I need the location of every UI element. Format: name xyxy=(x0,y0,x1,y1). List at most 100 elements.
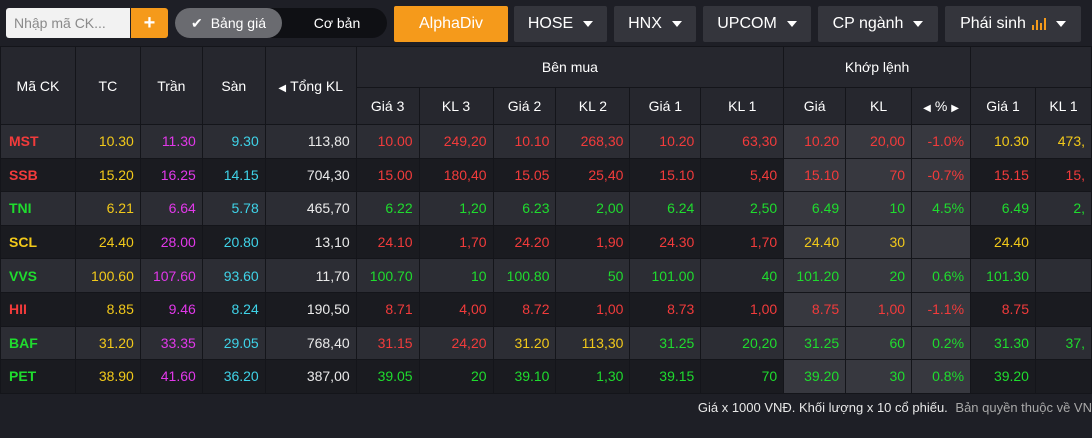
cell-symbol[interactable]: MST xyxy=(0,124,76,159)
cell-price1: 31.25 xyxy=(629,325,702,361)
col-header-floor: Sàn xyxy=(201,46,266,125)
cell-vol2: 268,30 xyxy=(555,124,631,159)
tab-cp-nganh[interactable]: CP ngành xyxy=(818,6,938,42)
cell-symbol[interactable]: SCL xyxy=(0,224,76,260)
cell-symbol[interactable]: HII xyxy=(0,291,76,327)
caret-right-icon[interactable]: ▶ xyxy=(951,103,959,114)
cell-match-price: 39.20 xyxy=(783,359,847,394)
cell-symbol[interactable]: VVS xyxy=(0,258,76,293)
cell-price3: 15.00 xyxy=(355,157,420,193)
cell-total-vol: 704,30 xyxy=(264,157,357,193)
group-header-sell xyxy=(970,46,1092,88)
col-header-price3: Giá 3 xyxy=(355,87,420,125)
cell-vol2: 25,40 xyxy=(555,157,631,193)
cell-floor: 9.30 xyxy=(201,124,266,159)
cell-match-price: 31.25 xyxy=(783,325,847,361)
cell-price2: 6.23 xyxy=(492,191,557,226)
view-mode-toggle[interactable]: ✔ Bảng giá Cơ bản xyxy=(175,8,387,38)
cell-floor: 8.24 xyxy=(201,291,266,327)
chevron-down-icon xyxy=(671,21,682,27)
table-row[interactable]: SCL 24.40 28.00 20.80 13,10 24.10 1,70 24.20 1,9… xyxy=(0,224,1092,260)
col-header-vol3: KL 3 xyxy=(418,87,494,125)
cell-sell-price1: 15.15 xyxy=(970,157,1036,193)
cell-sell-vol1: 15, xyxy=(1034,157,1092,193)
tab-hnx-label: HNX xyxy=(628,15,662,32)
cell-vol3: 4,00 xyxy=(418,291,494,327)
table-row[interactable]: HII 8.85 9.46 8.24 190,50 8.71 4,00 8.72 1,00 8.7… xyxy=(0,291,1092,327)
cell-match-pct: 4.5% xyxy=(911,191,972,226)
tab-hnx[interactable]: HNX xyxy=(614,6,696,42)
add-symbol-button[interactable]: + xyxy=(131,8,168,38)
tab-upcom[interactable]: UPCOM xyxy=(703,6,811,42)
toggle-basic-label: Cơ bản xyxy=(313,15,361,31)
cell-ref: 38.90 xyxy=(74,359,141,394)
cell-price1: 24.30 xyxy=(629,224,702,260)
cell-match-vol: 20 xyxy=(845,258,913,293)
group-header-match: Khớp lệnh xyxy=(783,46,972,88)
cell-price2: 31.20 xyxy=(492,325,557,361)
cell-sell-vol1 xyxy=(1034,359,1092,394)
cell-sell-price1: 39.20 xyxy=(970,359,1036,394)
table-row[interactable]: PET 38.90 41.60 36.20 387,00 39.05 20 39.10 1,30… xyxy=(0,359,1092,394)
cell-sell-price1: 8.75 xyxy=(970,291,1036,327)
cell-vol3: 24,20 xyxy=(418,325,494,361)
toggle-price-board-label: Bảng giá xyxy=(210,15,266,31)
col-header-sell-vol1: KL 1 xyxy=(1034,87,1092,125)
cell-price3: 24.10 xyxy=(355,224,420,260)
cell-sell-price1: 101.30 xyxy=(970,258,1036,293)
cell-match-price: 8.75 xyxy=(783,291,847,327)
cell-sell-price1: 24.40 xyxy=(970,224,1036,260)
table-row[interactable]: SSB 15.20 16.25 14.15 704,30 15.00 180,40 15.05… xyxy=(0,157,1092,193)
cell-vol1: 63,30 xyxy=(700,124,785,159)
cell-vol3: 20 xyxy=(418,359,494,394)
caret-left-icon[interactable]: ◀ xyxy=(923,103,931,114)
cell-ceil: 6.64 xyxy=(139,191,203,226)
cell-price3: 8.71 xyxy=(355,291,420,327)
cell-symbol[interactable]: BAF xyxy=(0,325,76,361)
cell-vol1: 20,20 xyxy=(700,325,785,361)
cell-price1: 39.15 xyxy=(629,359,702,394)
col-header-match-pct[interactable]: ◀% ▶ xyxy=(911,87,972,125)
cell-floor: 14.15 xyxy=(201,157,266,193)
caret-left-icon[interactable]: ◀ xyxy=(278,82,287,94)
footer-units-note: Giá x 1000 VNĐ. Khối lượng x 10 cổ phiếu… xyxy=(697,400,948,415)
cell-floor: 29.05 xyxy=(201,325,266,361)
cell-price2: 8.72 xyxy=(492,291,557,327)
tab-hose[interactable]: HOSE xyxy=(514,6,607,42)
table-row[interactable]: TNI 6.21 6.64 5.78 465,70 6.22 1,20 6.23 2,00 6.2… xyxy=(0,191,1092,226)
cell-symbol[interactable]: TNI xyxy=(0,191,76,226)
toggle-price-board[interactable]: ✔ Bảng giá xyxy=(175,8,282,38)
cell-ceil: 107.60 xyxy=(139,258,203,293)
cell-price1: 8.73 xyxy=(629,291,702,327)
cell-symbol[interactable]: SSB xyxy=(0,157,76,193)
cell-total-vol: 113,80 xyxy=(264,124,357,159)
cell-symbol[interactable]: PET xyxy=(0,359,76,394)
cell-total-vol: 11,70 xyxy=(264,258,357,293)
cell-match-price: 101.20 xyxy=(783,258,847,293)
cell-price2: 10.10 xyxy=(492,124,557,159)
cell-vol2: 1,00 xyxy=(555,291,631,327)
toggle-basic[interactable]: Cơ bản xyxy=(287,8,387,38)
cell-vol1: 1,00 xyxy=(700,291,785,327)
cell-match-price: 15.10 xyxy=(783,157,847,193)
cell-vol3: 10 xyxy=(418,258,494,293)
table-row[interactable]: BAF 31.20 33.35 29.05 768,40 31.15 24,20 31.20 1… xyxy=(0,325,1092,361)
table-row[interactable]: VVS 100.60 107.60 93.60 11,70 100.70 10 100.80 5… xyxy=(0,258,1092,293)
table-row[interactable]: MST 10.30 11.30 9.30 113,80 10.00 249,20 10.10 2… xyxy=(0,124,1092,159)
cell-sell-vol1: 473, xyxy=(1034,124,1092,159)
cell-ceil: 28.00 xyxy=(139,224,203,260)
col-header-total-vol[interactable]: ◀ Tổng KL xyxy=(264,46,357,125)
cell-match-price: 24.40 xyxy=(783,224,847,260)
symbol-search-input[interactable] xyxy=(6,8,130,38)
tab-phai-sinh[interactable]: Phái sinh xyxy=(945,6,1081,42)
col-header-vol1: KL 1 xyxy=(700,87,785,125)
cell-price1: 6.24 xyxy=(629,191,702,226)
cell-ceil: 16.25 xyxy=(139,157,203,193)
cell-ceil: 33.35 xyxy=(139,325,203,361)
tab-alphadiv[interactable]: AlphaDiv xyxy=(394,6,508,42)
price-board-body: MST 10.30 11.30 9.30 113,80 10.00 249,20 10.10 2… xyxy=(0,124,1092,394)
col-header-price1: Giá 1 xyxy=(629,87,702,125)
col-header-vol2: KL 2 xyxy=(555,87,631,125)
cell-vol2: 1,90 xyxy=(555,224,631,260)
cell-match-pct: 0.2% xyxy=(911,325,972,361)
